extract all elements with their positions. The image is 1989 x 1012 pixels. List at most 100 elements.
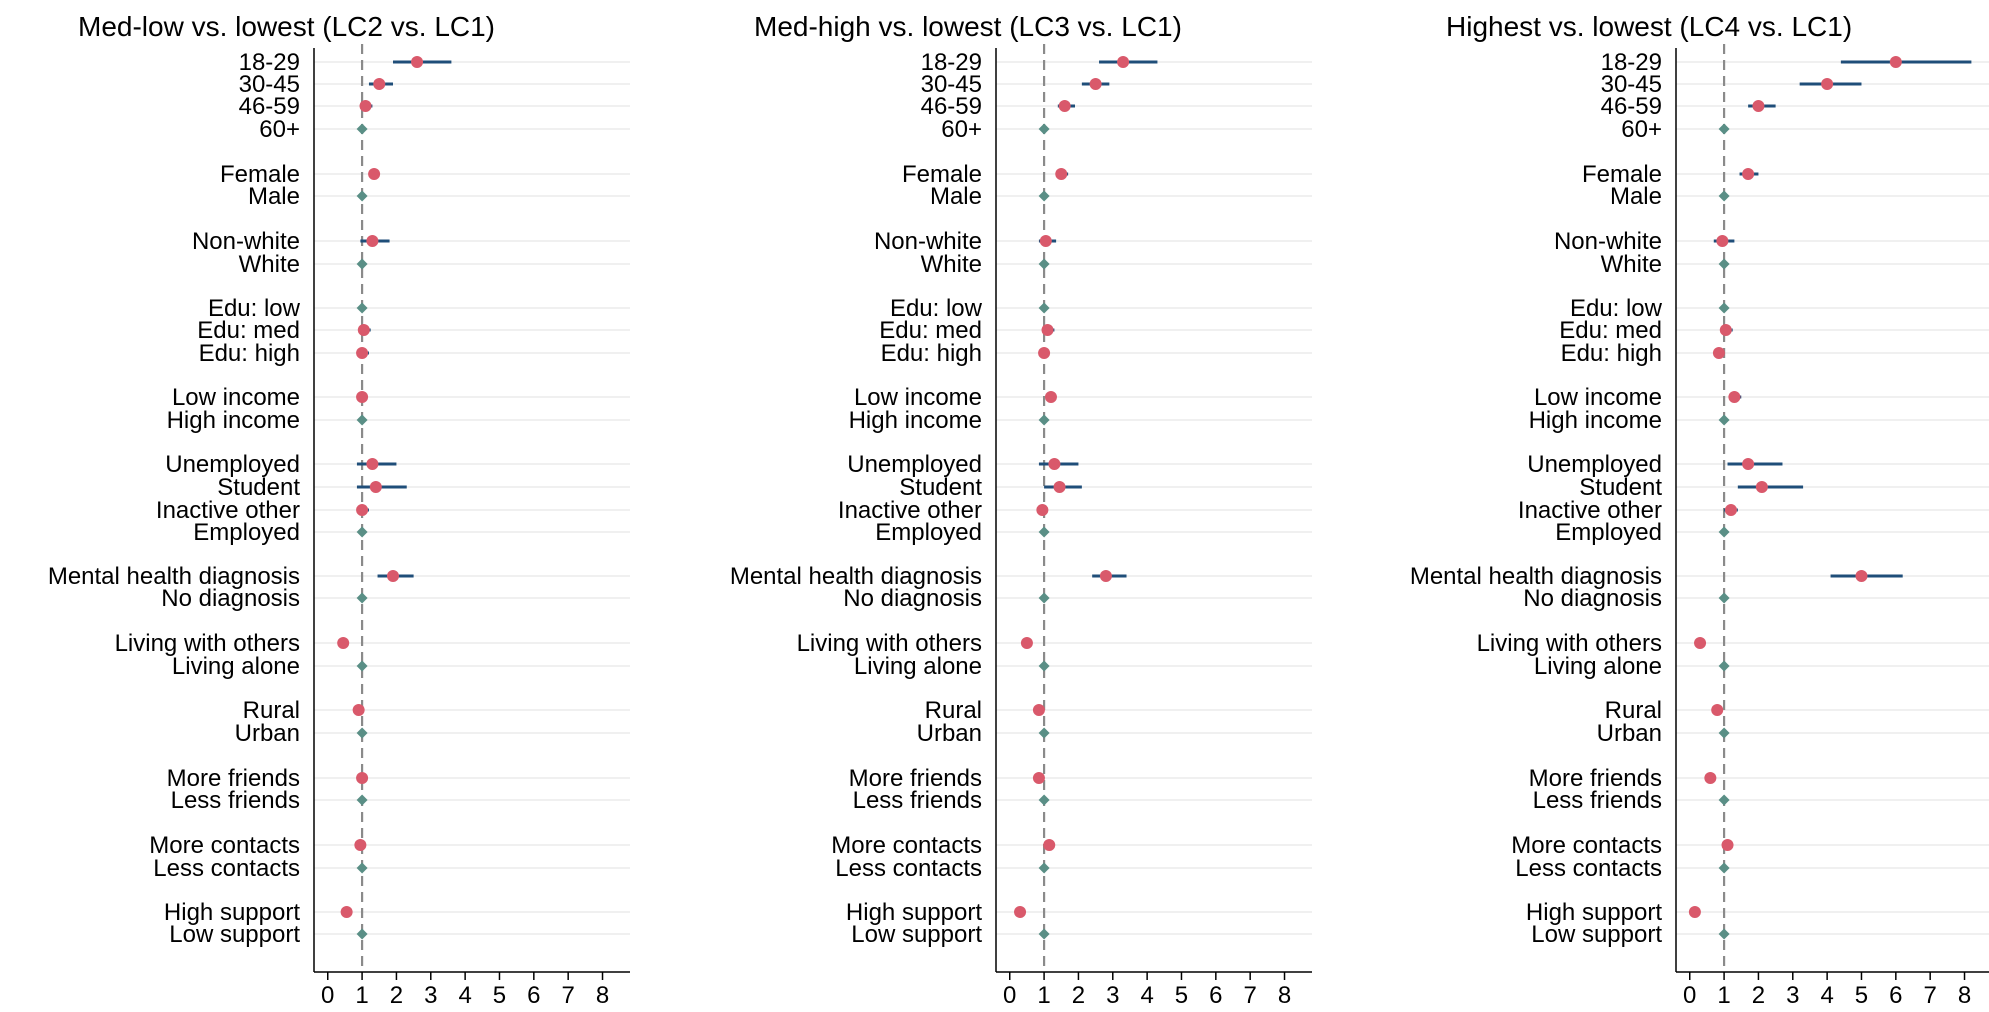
row-label-mental-health-diagnosis: Mental health diagnosis <box>48 563 300 590</box>
row-label-urban: Urban <box>917 720 982 747</box>
row-label-mental-health-diagnosis: Mental health diagnosis <box>1410 563 1662 590</box>
estimate-marker-rural <box>1032 704 1045 716</box>
estimate-marker-46-59 <box>359 100 372 112</box>
estimate-marker-edu-med <box>357 324 370 336</box>
estimate-marker-low-income <box>356 391 369 403</box>
row-label-edu-med: Edu: med <box>879 317 982 344</box>
estimate-marker-non-white <box>1039 235 1052 247</box>
reference-marker-less-contacts <box>1038 862 1050 874</box>
estimate-marker-46-59 <box>1058 100 1071 112</box>
reference-marker-white <box>356 258 368 270</box>
estimate-marker-18-29 <box>1889 56 1902 68</box>
row-label-less-contacts: Less contacts <box>1515 855 1662 882</box>
estimate-marker-more-friends <box>1704 772 1717 784</box>
row-label-low-support: Low support <box>851 921 982 948</box>
row-label-more-friends: More friends <box>849 765 982 792</box>
panel-title: Highest vs. lowest (LC4 vs. LC1) <box>1446 11 1852 42</box>
row-label-high-support: High support <box>164 899 300 926</box>
reference-marker-male <box>1718 190 1730 202</box>
row-label-low-income: Low income <box>172 384 300 411</box>
row-label-rural: Rural <box>925 697 982 724</box>
row-label-46-59: 46-59 <box>1601 93 1662 120</box>
row-label-60: 60+ <box>1621 116 1662 143</box>
reference-marker-urban <box>1038 727 1050 739</box>
row-label-unemployed: Unemployed <box>1527 451 1662 478</box>
x-tick-label: 4 <box>458 982 471 1009</box>
estimate-marker-non-white <box>366 235 379 247</box>
reference-marker-employed <box>1718 526 1730 538</box>
row-label-female: Female <box>220 161 300 188</box>
panel-lc4-vs-lc1: Highest vs. lowest (LC4 vs. LC1) 0 1 2 3 4 5 6 7… <box>1410 11 1989 1009</box>
x-tick-label: 4 <box>1140 982 1153 1009</box>
x-tick-label: 7 <box>1243 982 1256 1009</box>
row-label-18-29: 18-29 <box>239 49 300 76</box>
x-tick-label: 8 <box>1278 982 1291 1009</box>
estimate-marker-46-59 <box>1752 100 1765 112</box>
reference-marker-high-income <box>1718 414 1730 426</box>
estimate-marker-inactive-other <box>356 504 369 516</box>
estimate-marker-edu-med <box>1719 324 1732 336</box>
estimate-marker-low-income <box>1044 391 1057 403</box>
x-tick-label: 3 <box>1106 982 1119 1009</box>
row-label-more-contacts: More contacts <box>149 832 300 859</box>
estimate-marker-mental-health-diagnosis <box>387 570 399 582</box>
x-tick-label: 6 <box>1889 982 1902 1009</box>
row-label-high-income: High income <box>167 407 300 434</box>
row-label-more-friends: More friends <box>167 765 300 792</box>
row-label-female: Female <box>902 161 982 188</box>
row-label-30-45: 30-45 <box>921 71 982 98</box>
x-tick-label: 5 <box>493 982 506 1009</box>
x-tick-label: 1 <box>1717 982 1730 1009</box>
row-label-student: Student <box>1579 474 1662 501</box>
row-label-student: Student <box>899 474 982 501</box>
row-label-46-59: 46-59 <box>921 93 982 120</box>
reference-marker-urban <box>356 727 368 739</box>
row-label-urban: Urban <box>1597 720 1662 747</box>
row-label-unemployed: Unemployed <box>847 451 982 478</box>
estimate-marker-30-45 <box>373 78 386 90</box>
row-label-edu-low: Edu: low <box>1570 295 1663 322</box>
row-label-employed: Employed <box>875 519 982 546</box>
estimate-marker-female <box>1055 168 1068 180</box>
estimate-marker-non-white <box>1716 235 1729 247</box>
estimate-marker-30-45 <box>1089 78 1102 90</box>
row-label-non-white: Non-white <box>1554 228 1662 255</box>
estimate-marker-rural <box>1711 704 1724 716</box>
row-label-more-contacts: More contacts <box>1511 832 1662 859</box>
estimate-marker-more-contacts <box>1043 839 1056 851</box>
row-label-18-29: 18-29 <box>921 49 982 76</box>
row-label-more-friends: More friends <box>1529 765 1662 792</box>
row-label-inactive-other: Inactive other <box>1518 497 1662 524</box>
estimate-marker-student <box>1755 481 1768 493</box>
estimate-marker-student <box>1053 481 1066 493</box>
row-label-non-white: Non-white <box>192 228 300 255</box>
row-label-edu-med: Edu: med <box>197 317 300 344</box>
row-label-female: Female <box>1582 161 1662 188</box>
estimate-marker-more-friends <box>1032 772 1045 784</box>
reference-marker-low-support <box>356 928 368 940</box>
x-tick-label: 2 <box>1752 982 1765 1009</box>
reference-marker-high-income <box>1038 414 1050 426</box>
row-label-edu-high: Edu: high <box>199 340 300 367</box>
row-label-more-contacts: More contacts <box>831 832 982 859</box>
row-label-less-contacts: Less contacts <box>835 855 982 882</box>
x-tick-label: 0 <box>321 982 334 1009</box>
x-tick-label: 2 <box>1072 982 1085 1009</box>
x-tick-label: 8 <box>1958 982 1971 1009</box>
panel-lc2-vs-lc1: Med-low vs. lowest (LC2 vs. LC1) 0 1 2 3 4 5 6 7… <box>48 11 630 1009</box>
reference-marker-white <box>1038 258 1050 270</box>
row-label-living-with-others: Living with others <box>115 630 300 657</box>
estimate-marker-unemployed <box>366 458 379 470</box>
row-label-male: Male <box>248 183 300 210</box>
estimate-marker-inactive-other <box>1036 504 1049 516</box>
row-label-living-alone: Living alone <box>1534 653 1662 680</box>
x-tick-label: 5 <box>1855 982 1868 1009</box>
x-tick-label: 6 <box>1209 982 1222 1009</box>
row-label-edu-high: Edu: high <box>881 340 982 367</box>
row-label-urban: Urban <box>235 720 300 747</box>
row-label-male: Male <box>930 183 982 210</box>
x-tick-label: 4 <box>1820 982 1833 1009</box>
row-label-30-45: 30-45 <box>1601 71 1662 98</box>
estimate-marker-female <box>1742 168 1755 180</box>
estimate-marker-high-support <box>1014 906 1027 918</box>
